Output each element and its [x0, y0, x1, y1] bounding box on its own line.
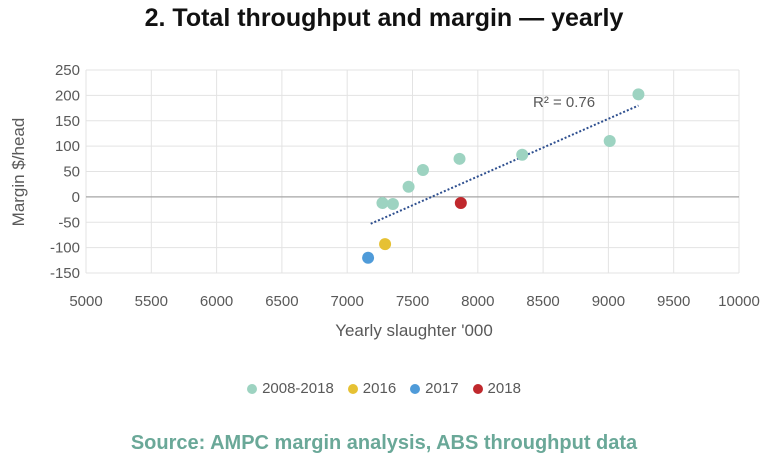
legend-label: 2008-2018	[262, 380, 334, 397]
x-tick-label: 9000	[592, 293, 625, 310]
scatter-plot: 250 200 150 100 50 0 -50 -100 -150 5000 5500 6000 65…	[9, 62, 760, 340]
x-tick-label: 5500	[135, 293, 168, 310]
legend-item-2018: 2018	[472, 380, 521, 397]
x-tick-label: 6000	[200, 293, 233, 310]
legend-item-2008-2018: 2008-2018	[247, 380, 334, 397]
legend-marker	[472, 383, 483, 394]
source-note: Source: AMPC margin analysis, ABS throug…	[130, 432, 638, 454]
trendline	[370, 104, 639, 225]
r-squared-annotation: R² = 0.76	[533, 94, 595, 111]
y-tick-label: 0	[72, 189, 80, 206]
y-tick-label: 50	[63, 164, 80, 181]
x-tick-label: 8000	[461, 293, 494, 310]
data-point	[416, 163, 429, 176]
legend-marker	[410, 383, 421, 394]
data-point	[402, 180, 415, 193]
tick-labels: 250 200 150 100 50 0 -50 -100 -150 5000 5500 6000 65…	[50, 62, 760, 310]
x-tick-label: 9500	[657, 293, 690, 310]
legend-label: 2016	[362, 380, 397, 397]
grid-layer	[85, 69, 740, 274]
x-tick-label: 5000	[69, 293, 102, 310]
data-point	[386, 197, 399, 210]
x-tick-label: 10000	[718, 293, 760, 310]
x-tick-label: 6500	[265, 293, 298, 310]
legend-item-2016: 2016	[347, 380, 397, 397]
data-point	[632, 88, 645, 101]
y-tick-label: 150	[55, 113, 80, 130]
x-tick-label: 7500	[396, 293, 429, 310]
legend-marker	[347, 383, 358, 394]
y-tick-label: -50	[58, 214, 80, 231]
data-points	[362, 88, 645, 264]
legend-label: 2017	[425, 380, 459, 397]
data-point	[516, 148, 529, 161]
y-axis-title: Margin $/head	[9, 118, 28, 227]
legend-label: 2018	[487, 380, 521, 397]
y-tick-label: -100	[50, 240, 80, 257]
x-axis-title: Yearly slaughter '000	[335, 321, 493, 340]
y-tick-label: 200	[55, 87, 80, 104]
data-point	[453, 152, 466, 165]
data-point	[603, 135, 616, 148]
data-point	[376, 196, 389, 209]
legend-marker	[247, 383, 258, 394]
y-tick-label: 250	[55, 62, 80, 79]
legend: 2008-2018 2016 2017 2018	[0, 380, 768, 397]
x-tick-label: 8500	[526, 293, 559, 310]
trendline-layer	[370, 104, 639, 225]
legend-item-2017: 2017	[410, 380, 459, 397]
y-tick-label: -150	[50, 265, 80, 282]
y-tick-label: 100	[55, 138, 80, 155]
x-tick-label: 7000	[331, 293, 364, 310]
data-point	[362, 251, 375, 264]
data-point	[379, 238, 392, 251]
data-point	[454, 196, 467, 209]
chart-title: 2. Total throughput and margin — yearly	[144, 4, 624, 32]
